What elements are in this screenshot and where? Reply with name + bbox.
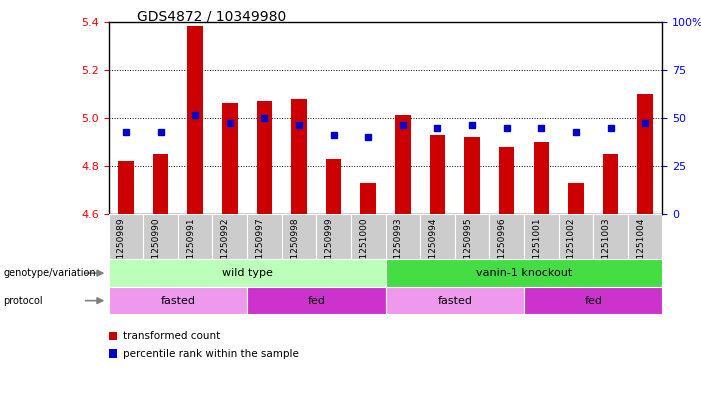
Bar xyxy=(499,147,515,214)
Text: GSM1250993: GSM1250993 xyxy=(394,218,403,278)
Text: GSM1250989: GSM1250989 xyxy=(117,218,126,278)
Bar xyxy=(351,214,386,259)
Bar xyxy=(386,259,662,287)
Bar xyxy=(109,287,247,314)
Bar xyxy=(637,94,653,214)
Text: fasted: fasted xyxy=(161,296,196,306)
Bar xyxy=(489,214,524,259)
Text: fed: fed xyxy=(584,296,602,306)
Text: GSM1250999: GSM1250999 xyxy=(325,218,334,278)
Text: protocol: protocol xyxy=(4,296,43,306)
Bar xyxy=(291,99,307,214)
Bar xyxy=(628,214,662,259)
Bar xyxy=(222,103,238,214)
Text: percentile rank within the sample: percentile rank within the sample xyxy=(123,349,299,359)
Bar xyxy=(282,214,316,259)
Bar xyxy=(326,159,341,214)
Bar xyxy=(118,161,134,214)
Bar xyxy=(420,214,455,259)
Bar xyxy=(533,142,549,214)
Text: GSM1250994: GSM1250994 xyxy=(428,218,437,278)
Text: wild type: wild type xyxy=(222,268,273,278)
Bar xyxy=(212,214,247,259)
Text: GSM1250996: GSM1250996 xyxy=(498,218,507,278)
Bar xyxy=(395,116,411,214)
Bar xyxy=(247,287,386,314)
Text: GSM1251004: GSM1251004 xyxy=(636,218,645,278)
Text: fasted: fasted xyxy=(437,296,472,306)
Bar xyxy=(109,349,118,358)
Bar xyxy=(187,26,203,214)
Text: GSM1251000: GSM1251000 xyxy=(359,218,368,278)
Bar xyxy=(430,135,445,214)
Text: GSM1250992: GSM1250992 xyxy=(221,218,230,278)
Bar xyxy=(109,332,118,340)
Text: GSM1251001: GSM1251001 xyxy=(532,218,541,278)
Text: GSM1250990: GSM1250990 xyxy=(151,218,161,278)
Bar xyxy=(455,214,489,259)
Bar xyxy=(559,214,593,259)
Text: vanin-1 knockout: vanin-1 knockout xyxy=(476,268,572,278)
Bar xyxy=(247,214,282,259)
Text: fed: fed xyxy=(307,296,325,306)
Bar xyxy=(568,183,584,214)
Bar xyxy=(257,101,272,214)
Bar xyxy=(593,214,628,259)
Bar xyxy=(386,287,524,314)
Bar xyxy=(178,214,212,259)
Text: GSM1250998: GSM1250998 xyxy=(290,218,299,278)
Text: GSM1250995: GSM1250995 xyxy=(463,218,472,278)
Bar xyxy=(316,214,351,259)
Text: GSM1251002: GSM1251002 xyxy=(567,218,576,278)
Text: GDS4872 / 10349980: GDS4872 / 10349980 xyxy=(137,10,286,24)
Bar xyxy=(386,214,420,259)
Bar xyxy=(109,214,143,259)
Text: GSM1250991: GSM1250991 xyxy=(186,218,195,278)
Text: GSM1251003: GSM1251003 xyxy=(601,218,611,278)
Bar xyxy=(143,214,178,259)
Bar xyxy=(524,214,559,259)
Bar xyxy=(524,287,662,314)
Bar xyxy=(153,154,168,214)
Bar xyxy=(464,137,480,214)
Text: genotype/variation: genotype/variation xyxy=(4,268,96,278)
Bar xyxy=(360,183,376,214)
Bar xyxy=(109,259,386,287)
Text: transformed count: transformed count xyxy=(123,331,220,341)
Bar xyxy=(603,154,618,214)
Text: GSM1250997: GSM1250997 xyxy=(255,218,264,278)
